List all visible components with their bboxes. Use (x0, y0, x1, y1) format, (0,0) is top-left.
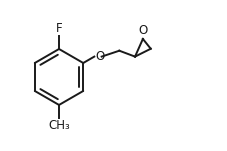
Text: F: F (56, 22, 62, 35)
Text: O: O (138, 24, 148, 37)
Text: O: O (95, 50, 104, 63)
Text: CH₃: CH₃ (48, 119, 70, 132)
